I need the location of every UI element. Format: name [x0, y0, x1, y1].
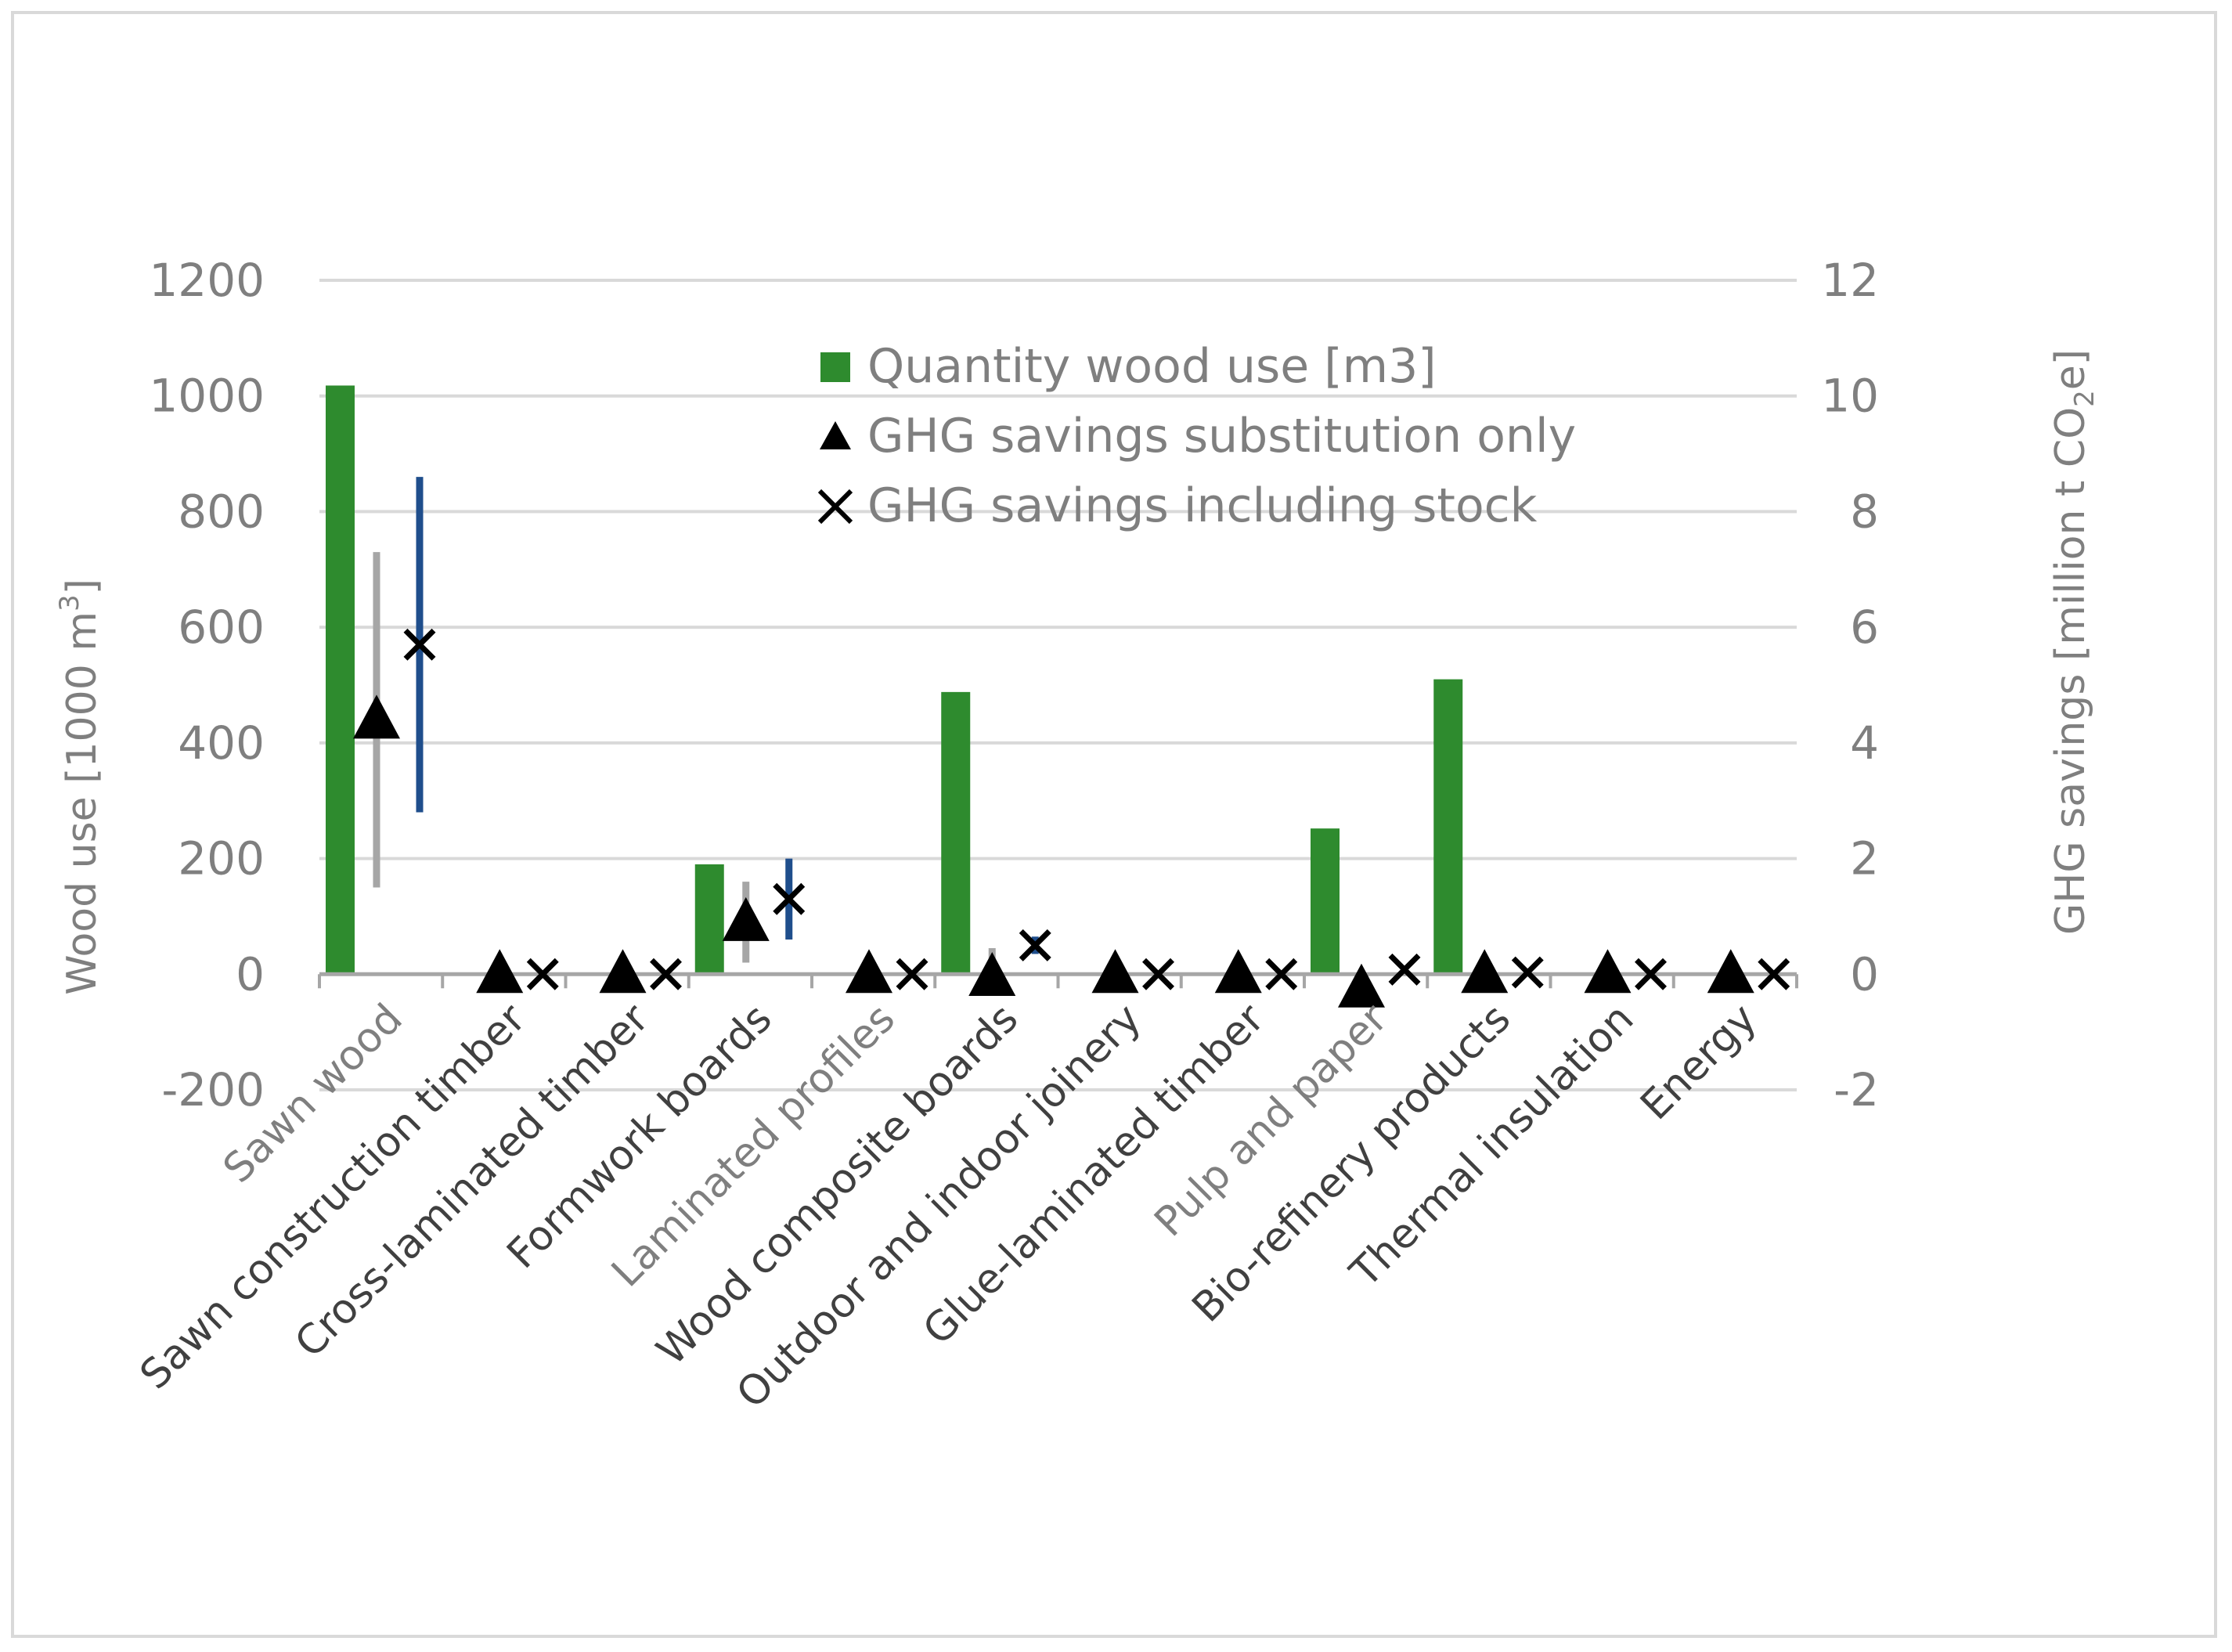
left-y-tick-label: 400	[178, 716, 265, 770]
x-marker	[1265, 958, 1298, 990]
triangle-marker	[1338, 963, 1385, 1008]
bar	[1433, 679, 1463, 975]
triangle-marker	[968, 951, 1016, 996]
left-y-tick-label: 1200	[149, 254, 265, 307]
triangle-marker	[1461, 949, 1509, 994]
legend-label: GHG savings including stock	[867, 478, 1538, 533]
legend-triangle-icon	[820, 421, 851, 449]
right-y-tick-label: 4	[1850, 716, 1879, 770]
triangle-marker	[353, 694, 400, 739]
legend-label: Quantity wood use [m3]	[867, 339, 1437, 394]
left-y-tick-label: 600	[178, 601, 265, 654]
x-marker	[1142, 958, 1174, 990]
x-marker	[526, 958, 559, 990]
right-y-tick-label: 10	[1821, 370, 1879, 423]
triangle-marker	[476, 949, 524, 994]
triangle-marker	[846, 949, 892, 994]
legend: Quantity wood use [m3] GHG savings subst…	[817, 339, 1576, 533]
bar	[1311, 828, 1340, 975]
legend-label: GHG savings substitution only	[867, 409, 1576, 463]
left-y-tick-label: 1000	[149, 370, 265, 423]
bar	[694, 864, 724, 975]
left-axis-title: Wood use [1000 m3]	[54, 579, 106, 995]
left-y-axis-ticks: -200 0 200 400 600 800 1000 1200	[149, 254, 265, 1116]
right-y-tick-label: 2	[1850, 832, 1879, 886]
triangle-marker	[1091, 949, 1139, 994]
left-y-tick-label: -200	[161, 1063, 265, 1116]
x-marker	[1388, 953, 1421, 986]
x-marker	[1635, 958, 1667, 990]
legend-item-substitution-only: GHG savings substitution only	[820, 409, 1576, 463]
legend-item-including-stock: GHG savings including stock	[817, 478, 1538, 533]
triangle-marker	[1584, 949, 1632, 994]
right-y-tick-label: 12	[1821, 254, 1879, 307]
x-marker	[1758, 958, 1790, 990]
x-marker	[1511, 956, 1544, 989]
x-marker	[896, 958, 928, 990]
category-label: Energy	[1632, 995, 1765, 1129]
x-axis-ticks	[318, 974, 1798, 989]
right-y-tick-label: 8	[1850, 485, 1879, 538]
x-marker	[773, 882, 806, 915]
legend-item-quantity-wood-use: Quantity wood use [m3]	[820, 339, 1437, 394]
x-marker	[650, 958, 682, 990]
triangle-marker	[722, 896, 770, 941]
markers	[353, 628, 1790, 1008]
x-marker	[403, 628, 436, 661]
right-axis-title: GHG savings [million t CO2e]	[2047, 349, 2100, 935]
gridlines	[319, 279, 1797, 1091]
triangle-marker	[599, 949, 647, 994]
bars	[326, 385, 1463, 975]
right-y-tick-label: 0	[1850, 947, 1879, 1001]
legend-x-icon	[817, 489, 853, 525]
left-y-tick-label: 800	[178, 485, 265, 538]
right-y-tick-label: -2	[1834, 1063, 1879, 1116]
bar	[326, 385, 355, 975]
left-y-tick-label: 0	[236, 947, 265, 1001]
triangle-marker	[1214, 949, 1262, 994]
right-y-tick-label: 6	[1850, 601, 1879, 654]
triangle-marker	[1707, 949, 1754, 994]
bar	[941, 691, 971, 975]
legend-swatch-bar	[820, 352, 850, 382]
category-label: Pulp and paper	[1145, 995, 1397, 1246]
right-y-axis-ticks: -2 0 2 4 6 8 10 12	[1821, 254, 1879, 1116]
left-y-tick-label: 200	[178, 832, 265, 886]
x-marker	[1019, 929, 1051, 961]
